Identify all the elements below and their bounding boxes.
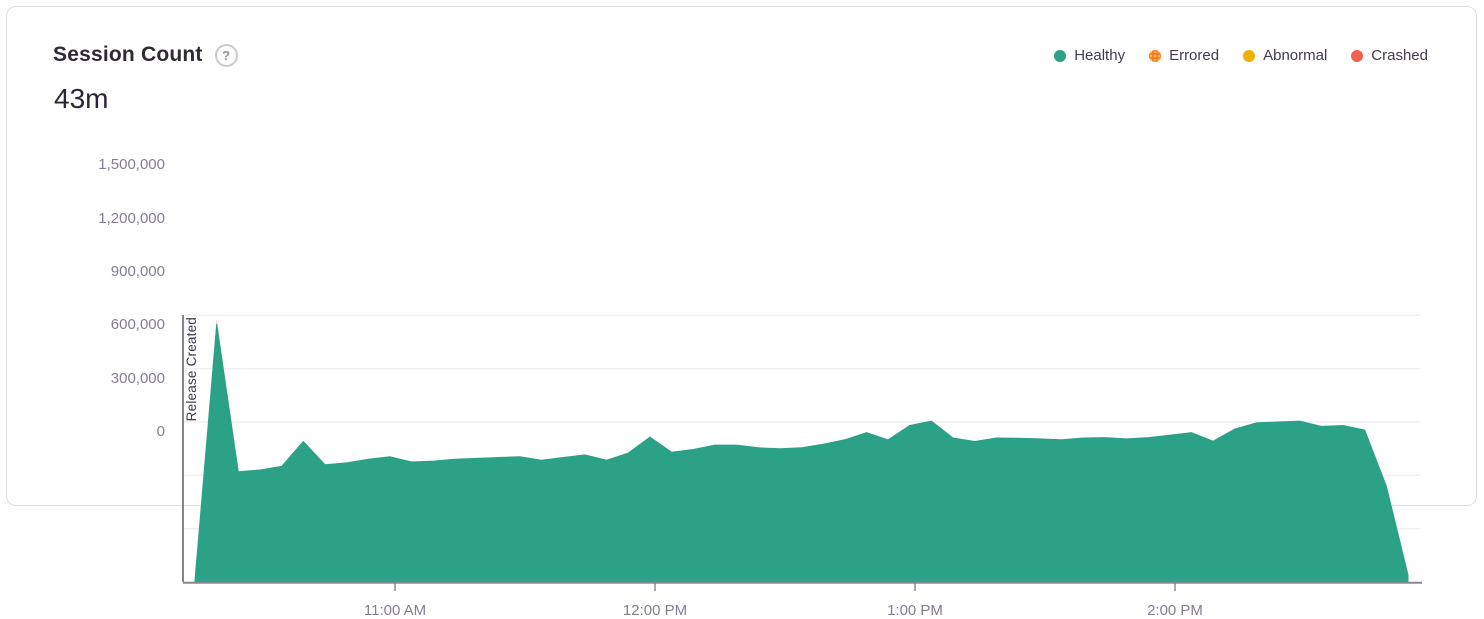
x-axis-tick-label: 12:00 PM [622, 602, 688, 619]
errored-dot-icon [1149, 49, 1162, 62]
chart-legend: Healthy Errored Abnormal Crashed [1054, 47, 1428, 64]
legend-item-healthy[interactable]: Healthy [1054, 47, 1125, 64]
abnormal-dot-icon [1243, 49, 1256, 62]
y-axis-tick-label: 900,000 [110, 263, 165, 280]
total-session-count: 43m [54, 83, 109, 114]
page-title: Session Count [53, 43, 203, 66]
healthy-series-area [194, 324, 1409, 583]
y-axis-tick-label: 1,500,000 [98, 156, 165, 173]
x-axis-tick-label: 1:00 PM [887, 602, 943, 619]
session-count-chart[interactable]: 1,500,000 1,200,000 900,000 600,000 300,… [0, 150, 1484, 619]
legend-label: Abnormal [1263, 47, 1328, 64]
help-icon[interactable]: ? [214, 43, 238, 67]
y-axis-tick-label: 1,200,000 [98, 210, 165, 227]
legend-item-abnormal[interactable]: Abnormal [1243, 47, 1327, 64]
x-axis-tick-label: 11:00 AM [363, 602, 427, 619]
session-count-card: Session Count ? 43m Healthy Errored Abno… [6, 6, 1477, 506]
legend-label: Errored [1169, 47, 1220, 64]
card-header: Session Count ? [53, 43, 238, 67]
y-axis-tick-label: 0 [156, 423, 165, 440]
y-axis-tick-label: 600,000 [110, 316, 165, 333]
legend-label: Healthy [1074, 47, 1126, 64]
session-count-panel: Session Count ? 43m Healthy Errored Abno… [0, 6, 1484, 619]
area-chart-plot[interactable] [170, 310, 1430, 592]
x-axis-tick-label: 2:00 PM [1147, 602, 1203, 619]
legend-item-crashed[interactable]: Crashed [1351, 47, 1428, 64]
crashed-dot-icon [1351, 49, 1364, 62]
y-axis-tick-label: 300,000 [110, 370, 165, 387]
healthy-dot-icon [1054, 49, 1067, 62]
legend-label: Crashed [1371, 47, 1428, 64]
legend-item-errored[interactable]: Errored [1149, 47, 1219, 64]
